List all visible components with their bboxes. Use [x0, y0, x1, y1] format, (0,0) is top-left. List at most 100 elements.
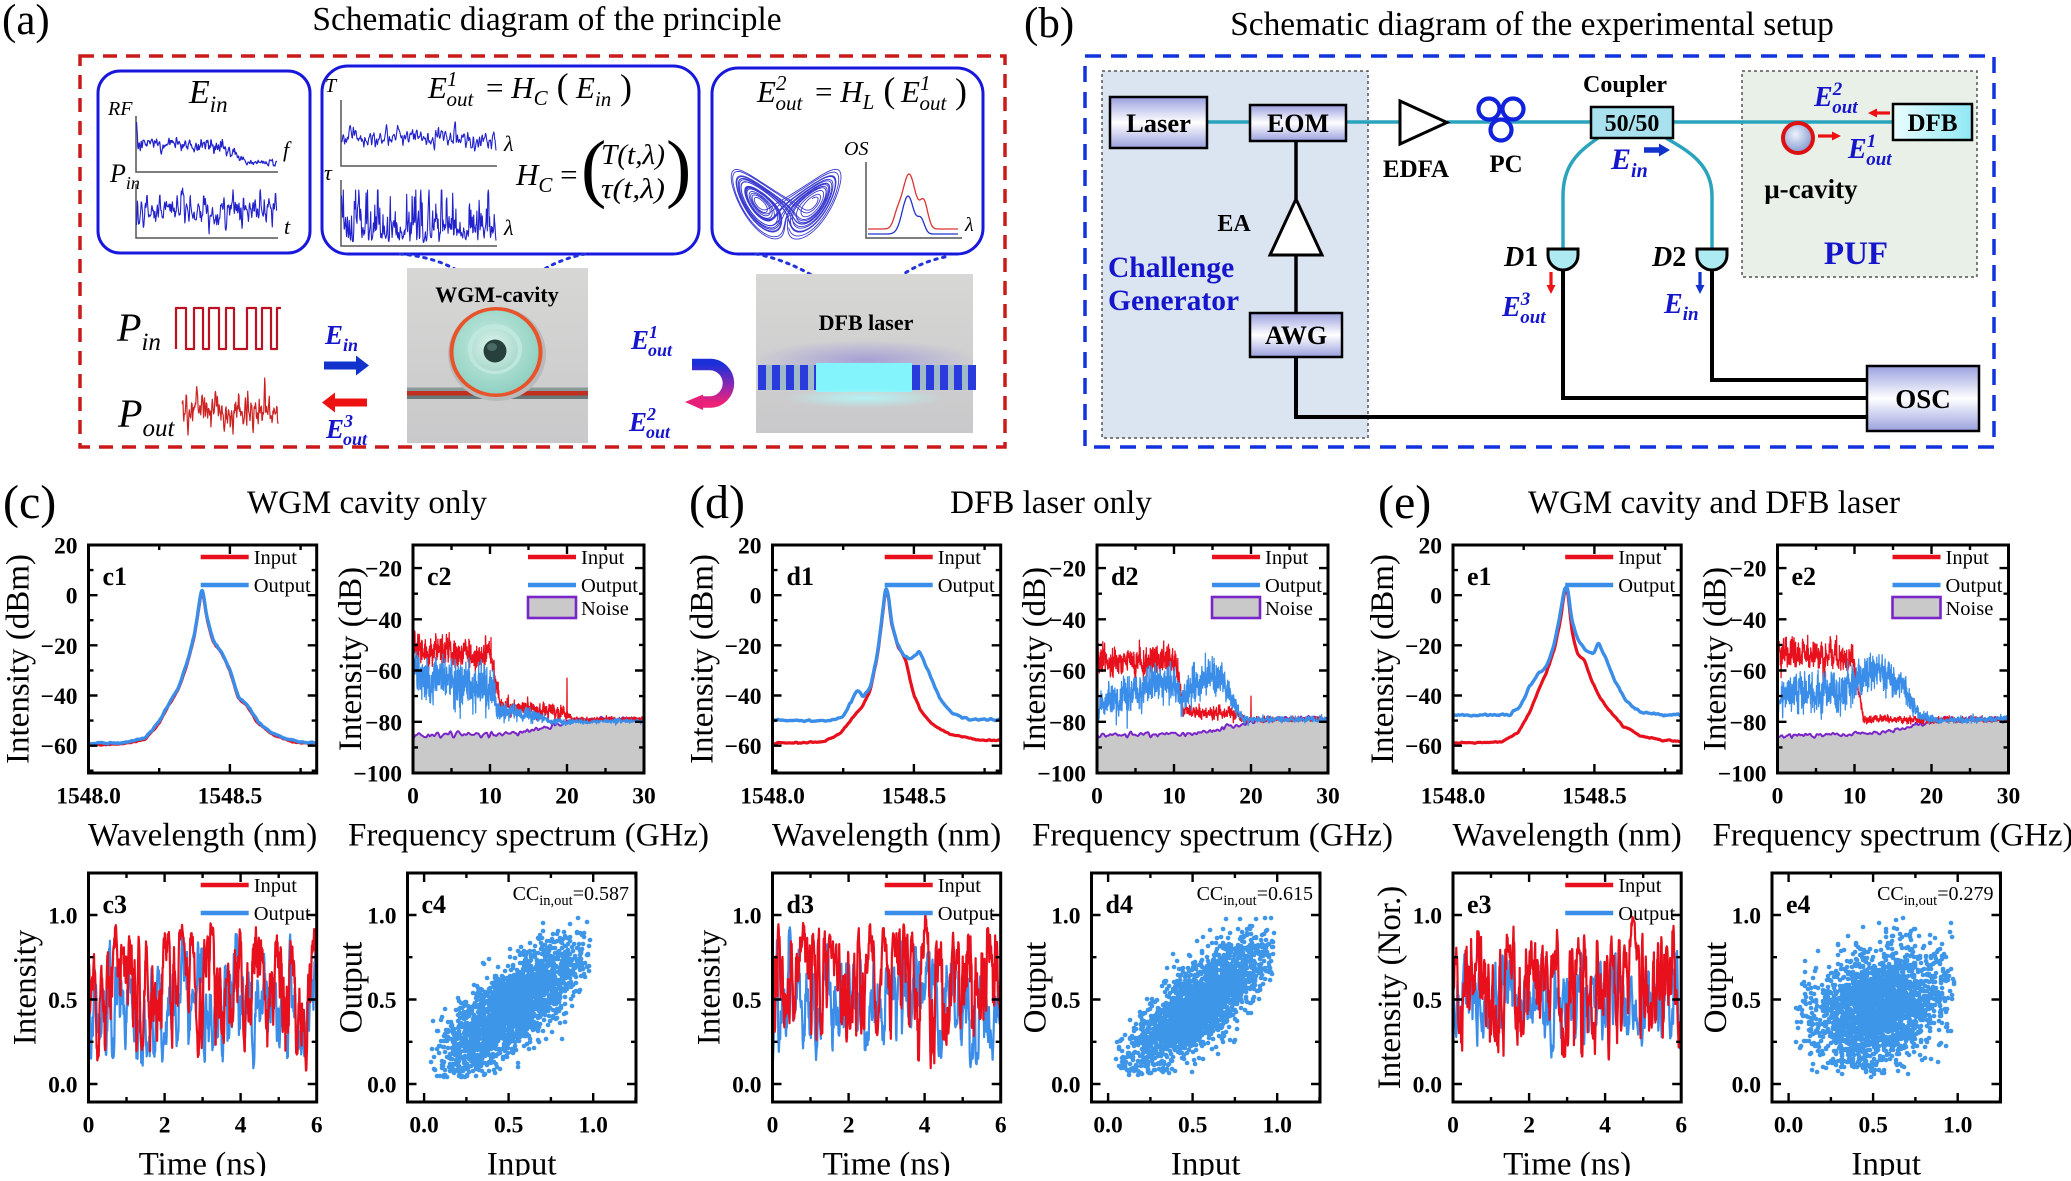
svg-text:4: 4 — [235, 1113, 247, 1139]
svg-text:Noise: Noise — [1946, 598, 1994, 620]
svg-text:−80: −80 — [365, 710, 402, 736]
svg-text:): ) — [955, 71, 967, 111]
svg-text:6: 6 — [311, 1113, 323, 1139]
svg-text:Wavelength (nm): Wavelength (nm) — [772, 818, 1001, 854]
svg-text:30: 30 — [632, 784, 656, 810]
svg-text:τ(t,λ): τ(t,λ) — [601, 174, 665, 205]
svg-text:−60: −60 — [1049, 659, 1086, 685]
svg-text:(b): (b) — [1024, 0, 1074, 47]
svg-text:0.0: 0.0 — [1774, 1113, 1803, 1139]
svg-text:τ: τ — [324, 160, 333, 185]
svg-text:0.0: 0.0 — [409, 1113, 438, 1139]
svg-text:20: 20 — [1239, 784, 1263, 810]
svg-text:Noise: Noise — [1265, 598, 1313, 620]
svg-text:Intensity (dB): Intensity (dB) — [1017, 567, 1053, 751]
svg-text:T(t,λ): T(t,λ) — [601, 140, 665, 171]
svg-text:−100: −100 — [353, 762, 402, 788]
svg-text:Output: Output — [1946, 575, 2003, 597]
svg-text:RF: RF — [107, 98, 133, 120]
svg-text:−60: −60 — [41, 734, 78, 760]
svg-text:−20: −20 — [1405, 634, 1442, 660]
svg-text:0.0: 0.0 — [1413, 1073, 1442, 1099]
svg-text:Time (ns): Time (ns) — [823, 1147, 951, 1177]
svg-text:= HC (: = HC ( — [486, 66, 569, 110]
svg-text:= HL (: = HL ( — [815, 70, 895, 114]
svg-text:−60: −60 — [1730, 659, 1767, 685]
svg-text:0.0: 0.0 — [367, 1073, 396, 1099]
svg-text:1548.0: 1548.0 — [56, 784, 121, 810]
svg-text:−20: −20 — [41, 634, 78, 660]
svg-text:Generator: Generator — [1108, 285, 1239, 317]
svg-text:DFB: DFB — [1908, 110, 1958, 137]
svg-text:20: 20 — [738, 534, 762, 560]
svg-text:Intensity: Intensity — [8, 929, 44, 1045]
svg-text:Noise: Noise — [581, 598, 629, 620]
svg-text:Frequency spectrum (GHz): Frequency spectrum (GHz) — [1032, 818, 1393, 854]
svg-text:EA: EA — [1217, 211, 1251, 237]
svg-text:0.5: 0.5 — [367, 988, 396, 1014]
svg-text:Coupler: Coupler — [1583, 72, 1667, 98]
svg-text:−40: −40 — [1049, 608, 1086, 634]
svg-text:−60: −60 — [365, 659, 402, 685]
svg-text:Output: Output — [1018, 942, 1054, 1034]
svg-text:f: f — [283, 137, 292, 162]
svg-text:Output: Output — [581, 575, 638, 597]
svg-text:c2: c2 — [427, 562, 452, 591]
svg-text:WGM cavity and DFB laser: WGM cavity and DFB laser — [1528, 485, 1900, 521]
svg-text:1.0: 1.0 — [1263, 1113, 1292, 1139]
svg-text:(c): (c) — [3, 476, 56, 529]
svg-text:Input: Input — [1618, 547, 1662, 569]
svg-text:Intensity: Intensity — [692, 929, 728, 1045]
svg-text:1548.5: 1548.5 — [198, 784, 263, 810]
svg-text:−100: −100 — [1037, 762, 1086, 788]
svg-text:Input: Input — [938, 875, 982, 897]
svg-text:e2: e2 — [1792, 562, 1817, 591]
svg-text:Output: Output — [254, 903, 311, 925]
svg-text:d2: d2 — [1111, 562, 1138, 591]
svg-text:1548.0: 1548.0 — [740, 784, 805, 810]
svg-text:d4: d4 — [1106, 890, 1133, 919]
svg-text:20: 20 — [555, 784, 579, 810]
svg-text:Output: Output — [334, 942, 370, 1034]
svg-text:c3: c3 — [103, 890, 128, 919]
svg-text:30: 30 — [1316, 784, 1340, 810]
svg-text:Intensity (dBm): Intensity (dBm) — [1365, 554, 1401, 764]
svg-text:c1: c1 — [103, 562, 128, 591]
svg-text:EOM: EOM — [1267, 109, 1329, 138]
svg-text:0.5: 0.5 — [1413, 988, 1442, 1014]
svg-text:−40: −40 — [41, 684, 78, 710]
svg-text:0: 0 — [1772, 784, 1784, 810]
svg-text:1.0: 1.0 — [1051, 903, 1080, 929]
svg-text:Intensity (Nor.): Intensity (Nor.) — [1372, 886, 1408, 1089]
svg-text:20: 20 — [1419, 534, 1443, 560]
svg-text:Input: Input — [254, 875, 298, 897]
svg-text:PUF: PUF — [1824, 236, 1888, 272]
svg-text:−80: −80 — [1730, 710, 1767, 736]
svg-text:10: 10 — [478, 784, 502, 810]
svg-text:): ) — [620, 67, 632, 107]
svg-text:4: 4 — [1599, 1113, 1611, 1139]
svg-text:Frequency spectrum (GHz): Frequency spectrum (GHz) — [348, 818, 709, 854]
svg-text:6: 6 — [1675, 1113, 1687, 1139]
svg-text:λ: λ — [964, 214, 974, 236]
svg-text:0: 0 — [750, 584, 762, 610]
svg-text:D1: D1 — [1503, 242, 1538, 273]
svg-text:6: 6 — [995, 1113, 1007, 1139]
svg-text:Wavelength (nm): Wavelength (nm) — [88, 818, 317, 854]
svg-text:Input: Input — [1851, 1147, 1921, 1177]
svg-text:Output: Output — [938, 575, 995, 597]
svg-text:0.5: 0.5 — [494, 1113, 523, 1139]
svg-text:Output: Output — [1618, 575, 1675, 597]
svg-text:Schematic diagram of the exper: Schematic diagram of the experimental se… — [1230, 6, 1834, 43]
svg-text:T: T — [325, 75, 338, 97]
svg-text:d1: d1 — [787, 562, 814, 591]
svg-text:e4: e4 — [1786, 890, 1811, 919]
svg-text:10: 10 — [1162, 784, 1186, 810]
svg-text:1.0: 1.0 — [367, 903, 396, 929]
svg-text:30: 30 — [1997, 784, 2021, 810]
svg-text:Intensity (dB): Intensity (dB) — [333, 567, 369, 751]
